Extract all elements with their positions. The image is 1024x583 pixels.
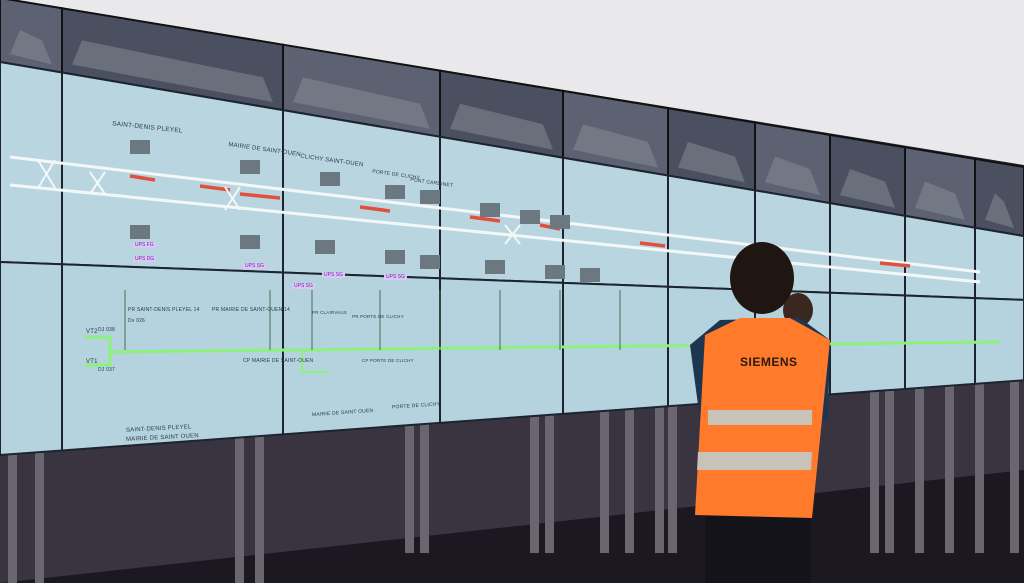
screen-support-leg — [885, 390, 894, 553]
power-label: CP MAIRIE DE SAINT-OUEN — [243, 358, 314, 364]
crossover — [224, 186, 241, 211]
screen-support-leg — [655, 407, 664, 553]
power-label: PR CLAIRVAUX — [312, 310, 347, 315]
screen-support-leg — [870, 391, 879, 553]
occupied-segment — [359, 205, 391, 213]
station-equipment-box — [485, 260, 505, 274]
ups-badge: UPS DG — [133, 256, 157, 262]
station-equipment-box — [240, 235, 260, 249]
station-equipment-box — [580, 268, 600, 282]
crossover — [89, 171, 106, 195]
ups-badge: UPS FG — [133, 242, 156, 248]
camera-feed-platform — [985, 193, 1014, 229]
station-equipment-box — [545, 265, 565, 279]
ups-badge: UPS SG — [243, 263, 266, 269]
screen-support-leg — [668, 406, 677, 553]
power-label: DJ 037 — [98, 367, 116, 373]
screen-support-leg — [545, 415, 554, 553]
screen-support-leg — [405, 425, 414, 553]
screen-support-leg — [530, 416, 539, 553]
screen-support-leg — [1010, 381, 1019, 553]
power-footer: MAIRIE DE SAINT OUEN — [125, 433, 200, 443]
vest-reflective-stripe — [697, 452, 812, 470]
camera-feed-platform — [573, 124, 658, 168]
power-label: PR SAINT-DENIS PLEYEL 14 — [128, 307, 200, 313]
ceiling — [0, 0, 1024, 165]
power-label: PR MAIRIE DE SAINT-OUEN 14 — [212, 307, 290, 313]
power-label: CP PORTE DE CLICHY — [362, 358, 414, 363]
ups-badge: UPS SG — [292, 283, 315, 289]
track-schematic-panel — [974, 226, 1024, 301]
camera-feed-platform — [765, 156, 820, 196]
station-equipment-box — [385, 185, 405, 199]
screen-support-leg — [625, 409, 634, 553]
occupied-segment — [879, 261, 911, 268]
occupied-segment — [239, 192, 281, 200]
camera-feed-platform — [10, 30, 52, 65]
station-label: SAINT-DENIS PLEYEL — [111, 120, 183, 135]
camera-feed-platform — [840, 169, 895, 208]
station-equipment-box — [420, 190, 440, 204]
station-label: CLICHY SAINT-OUEN — [299, 153, 364, 169]
power-line — [109, 340, 1001, 354]
screen-support-leg — [255, 436, 264, 583]
station-equipment-box — [550, 215, 570, 229]
station-equipment-box — [420, 255, 440, 269]
occupied-segment — [469, 215, 501, 223]
screen-support-leg — [420, 424, 429, 553]
power-feed — [85, 335, 112, 367]
camera-feed-platform — [450, 103, 553, 150]
camera-feed-platform — [293, 77, 430, 129]
screen-support-leg — [915, 388, 924, 553]
ups-badge: UPS SG — [322, 272, 345, 278]
power-label: PR PORTE DE CLICHY — [352, 314, 404, 319]
station-label: MAIRIE DE SAINT-OUEN — [227, 141, 302, 159]
power-label: VT1 — [86, 359, 98, 365]
ups-badge: UPS SG — [384, 274, 407, 280]
occupied-segment — [199, 184, 231, 192]
station-equipment-box — [385, 250, 405, 264]
station-equipment-box — [320, 172, 340, 186]
power-label: VT2 — [86, 329, 98, 335]
station-equipment-box — [520, 210, 540, 224]
power-footer: PORTE DE CLICHY — [391, 401, 441, 411]
occupied-segment — [129, 174, 156, 182]
screen-support-leg — [945, 386, 954, 553]
station-equipment-box — [130, 140, 150, 154]
track-line — [9, 183, 981, 284]
station-equipment-box — [240, 160, 260, 174]
camera-feed-platform — [72, 40, 273, 103]
station-equipment-box — [315, 240, 335, 254]
power-footer: SAINT-DENIS PLEYEL — [125, 424, 192, 434]
screen-support-leg — [8, 454, 17, 583]
power-branch — [301, 352, 330, 373]
power-label: Dv 026 — [128, 318, 146, 324]
crossover — [504, 224, 521, 245]
crossover — [37, 159, 56, 189]
power-footer: MAIRIE DE SAINT OUEN — [311, 407, 374, 419]
camera-feed-platform — [678, 141, 745, 183]
occupied-segment — [639, 241, 666, 248]
vest-brand-logo: SIEMENS — [740, 355, 798, 369]
screen-support-leg — [35, 452, 44, 583]
camera-feed-platform — [915, 181, 965, 220]
vest-reflective-stripe — [708, 410, 812, 425]
station-equipment-box — [480, 203, 500, 217]
screen-support-leg — [235, 437, 244, 583]
screen-support-leg — [975, 383, 984, 553]
screen-support-leg — [600, 411, 609, 553]
station-label: PONT CARDINET — [409, 177, 454, 189]
person-hair — [730, 242, 794, 314]
power-label: DJ 038 — [98, 327, 116, 333]
station-equipment-box — [130, 225, 150, 239]
